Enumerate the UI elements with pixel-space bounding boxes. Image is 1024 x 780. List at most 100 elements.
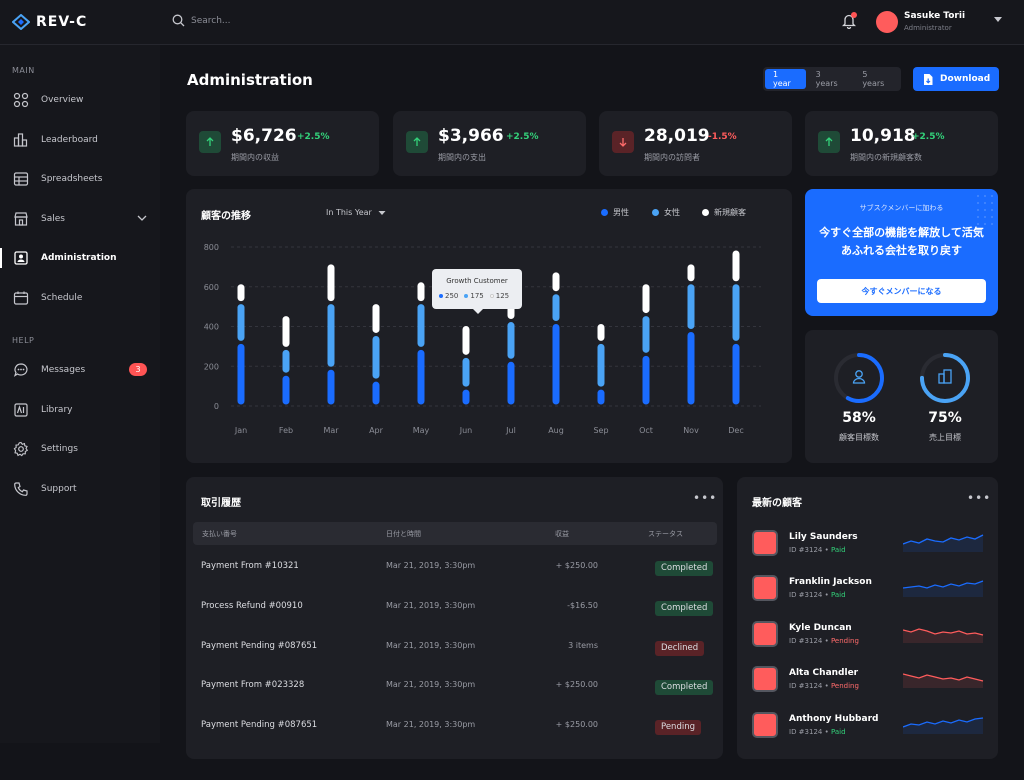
bar-segment-jun-1[interactable]	[462, 357, 470, 387]
bar-segment-nov-2[interactable]	[687, 264, 695, 282]
list-item[interactable]: Alta Chandler ID #3124 • Pending	[737, 666, 998, 706]
more-options-icon[interactable]: •••	[967, 491, 992, 505]
goal-percent: 75%	[928, 410, 962, 426]
bar-segment-may-1[interactable]	[417, 304, 425, 347]
stat-card-new-customers: 10,918 +2.5% 期間内の新規顧客数	[805, 111, 998, 176]
status-badge: Declined	[655, 641, 705, 656]
customer-name: Franklin Jackson	[789, 577, 872, 587]
bar-segment-feb-0[interactable]	[282, 375, 290, 405]
sidebar-item-leaderboard[interactable]: Leaderboard	[0, 127, 160, 153]
leaderboard-icon	[13, 133, 28, 147]
become-member-button[interactable]: 今すぐメンバーになる	[817, 279, 986, 303]
sidebar-item-messages[interactable]: Messages 3	[0, 357, 160, 383]
bar-segment-aug-1[interactable]	[552, 294, 560, 322]
sidebar-item-administration[interactable]: Administration	[0, 245, 160, 271]
user-name[interactable]: Sasuke Torii	[904, 11, 966, 21]
list-item[interactable]: Kyle Duncan ID #3124 • Pending	[737, 621, 998, 661]
bar-segment-mar-1[interactable]	[327, 304, 335, 367]
table-row[interactable]: Payment Pending #087651 Mar 21, 2019, 3:3…	[186, 641, 723, 681]
chart-period-filter[interactable]: In This Year	[326, 208, 386, 217]
sparkline	[903, 628, 984, 643]
bar-segment-feb-1[interactable]	[282, 349, 290, 373]
sidebar-item-schedule[interactable]: Schedule	[0, 285, 160, 311]
transactions-title: 取引履歴	[201, 498, 241, 509]
sidebar-item-overview[interactable]: Overview	[0, 87, 160, 113]
list-item[interactable]: Anthony Hubbard ID #3124 • Paid	[737, 712, 998, 752]
list-item[interactable]: Franklin Jackson ID #3124 • Paid	[737, 575, 998, 615]
bar-segment-sep-0[interactable]	[597, 389, 605, 405]
bar-segment-aug-2[interactable]	[552, 272, 560, 292]
customer-status: Pending	[830, 637, 859, 645]
sidebar-item-spreadsheets[interactable]: Spreadsheets	[0, 166, 160, 192]
user-menu-caret-icon[interactable]	[994, 17, 1002, 22]
bar-segment-oct-2[interactable]	[642, 284, 650, 314]
bar-segment-may-0[interactable]	[417, 349, 425, 405]
bar-segment-sep-2[interactable]	[597, 324, 605, 341]
bar-segment-dec-1[interactable]	[732, 284, 740, 341]
sidebar: MAIN Overview Leaderboard Spreadsheets S…	[0, 45, 160, 743]
bar-segment-jan-2[interactable]	[237, 284, 245, 302]
sidebar-section-main: MAIN	[12, 66, 35, 75]
download-button[interactable]: Download	[913, 67, 999, 91]
admin-icon	[14, 251, 28, 265]
bar-segment-dec-2[interactable]	[732, 250, 740, 282]
bar-segment-aug-0[interactable]	[552, 324, 560, 405]
range-3-years[interactable]: 3 years	[815, 70, 838, 88]
table-row[interactable]: Payment From #10321 Mar 21, 2019, 3:30pm +…	[186, 561, 723, 601]
bar-segment-jun-2[interactable]	[462, 326, 470, 355]
list-item[interactable]: Lily Saunders ID #3124 • Paid	[737, 530, 998, 570]
bar-segment-oct-0[interactable]	[642, 355, 650, 405]
sidebar-item-label: Sales	[41, 214, 65, 224]
bar-segment-jun-0[interactable]	[462, 389, 470, 405]
table-row[interactable]: Payment Pending #087651 Mar 21, 2019, 3:3…	[186, 720, 723, 760]
x-tick-label: Jun	[459, 426, 473, 435]
sidebar-item-label: Settings	[41, 444, 78, 454]
logo[interactable]: REV-C	[12, 14, 87, 30]
sparkline	[903, 534, 984, 552]
search-icon	[172, 14, 185, 27]
sidebar-item-library[interactable]: Library	[0, 397, 160, 423]
notification-button[interactable]	[841, 12, 857, 32]
spreadsheet-icon	[13, 172, 29, 186]
payment-date: Mar 21, 2019, 3:30pm	[386, 561, 476, 570]
bar-segment-jan-1[interactable]	[237, 304, 245, 341]
bar-segment-jul-1[interactable]	[507, 322, 515, 359]
table-row[interactable]: Payment From #023328 Mar 21, 2019, 3:30pm…	[186, 680, 723, 720]
bar-segment-nov-0[interactable]	[687, 331, 695, 405]
bar-segment-feb-2[interactable]	[282, 316, 290, 347]
sidebar-item-sales[interactable]: Sales	[0, 206, 160, 232]
table-row[interactable]: Process Refund #00910 Mar 21, 2019, 3:30p…	[186, 601, 723, 641]
sidebar-item-support[interactable]: Support	[0, 476, 160, 502]
user-icon	[852, 370, 866, 384]
user-avatar[interactable]	[876, 11, 898, 33]
bar-segment-jan-0[interactable]	[237, 343, 245, 405]
bar-segment-sep-1[interactable]	[597, 343, 605, 387]
range-5-years[interactable]: 5 years	[862, 70, 885, 88]
payment-name: Payment Pending #087651	[201, 641, 318, 651]
legend-label: 男性	[613, 208, 629, 217]
chevron-down-icon[interactable]	[137, 214, 147, 222]
status-badge: Completed	[655, 680, 714, 695]
bar-segment-may-2[interactable]	[417, 282, 425, 302]
bar-segment-jul-0[interactable]	[507, 361, 515, 405]
customer-status: Paid	[830, 728, 846, 736]
more-options-icon[interactable]: •••	[693, 491, 718, 505]
goal-sales: 75% 売上目標	[915, 348, 975, 442]
customer-meta: ID #3124 • Pending	[789, 682, 859, 690]
bar-segment-mar-2[interactable]	[327, 264, 335, 302]
bar-segment-mar-0[interactable]	[327, 369, 335, 405]
bar-segment-oct-1[interactable]	[642, 316, 650, 353]
search-bar[interactable]: Search...	[172, 14, 231, 27]
x-tick-label: Aug	[548, 426, 564, 435]
y-tick-label: 400	[204, 323, 219, 332]
y-tick-label: 800	[204, 243, 219, 252]
range-1-year[interactable]: 1 year	[765, 69, 806, 89]
legend-item-new-customers: 新規顧客	[702, 207, 746, 218]
bar-segment-apr-0[interactable]	[372, 381, 380, 405]
sidebar-item-settings[interactable]: Settings	[0, 436, 160, 462]
bar-segment-apr-2[interactable]	[372, 304, 380, 333]
bar-segment-nov-1[interactable]	[687, 284, 695, 329]
search-input[interactable]: Search...	[191, 15, 231, 26]
bar-segment-dec-0[interactable]	[732, 343, 740, 405]
bar-segment-apr-1[interactable]	[372, 335, 380, 379]
